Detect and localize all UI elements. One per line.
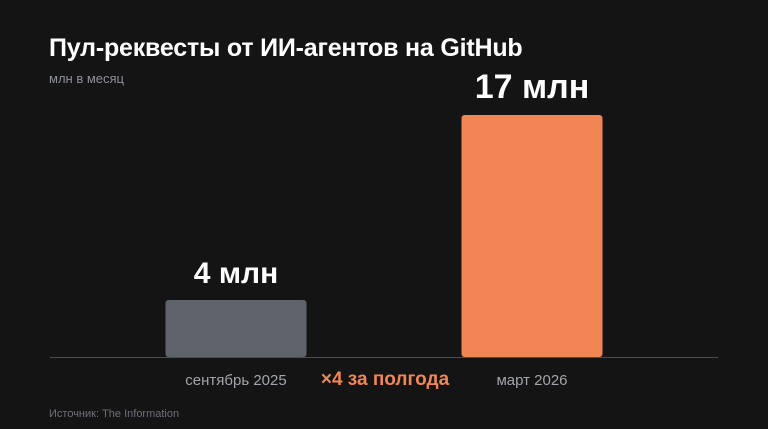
- chart-title: Пул-реквесты от ИИ-агентов на GitHub: [49, 34, 523, 62]
- data-label-2: 17 млн: [475, 68, 590, 106]
- growth-annotation: ×4 за полгода: [321, 369, 450, 390]
- data-label-1: 4 млн: [194, 257, 278, 290]
- source-note: Источник: The Information: [49, 408, 180, 420]
- bar-1: [165, 300, 307, 357]
- x-tick-label-1: сентябрь 2025: [185, 372, 286, 389]
- bar-2: [461, 115, 603, 357]
- x-tick-label-2: март 2026: [496, 372, 567, 389]
- chart-subtitle: млн в месяц: [49, 71, 124, 86]
